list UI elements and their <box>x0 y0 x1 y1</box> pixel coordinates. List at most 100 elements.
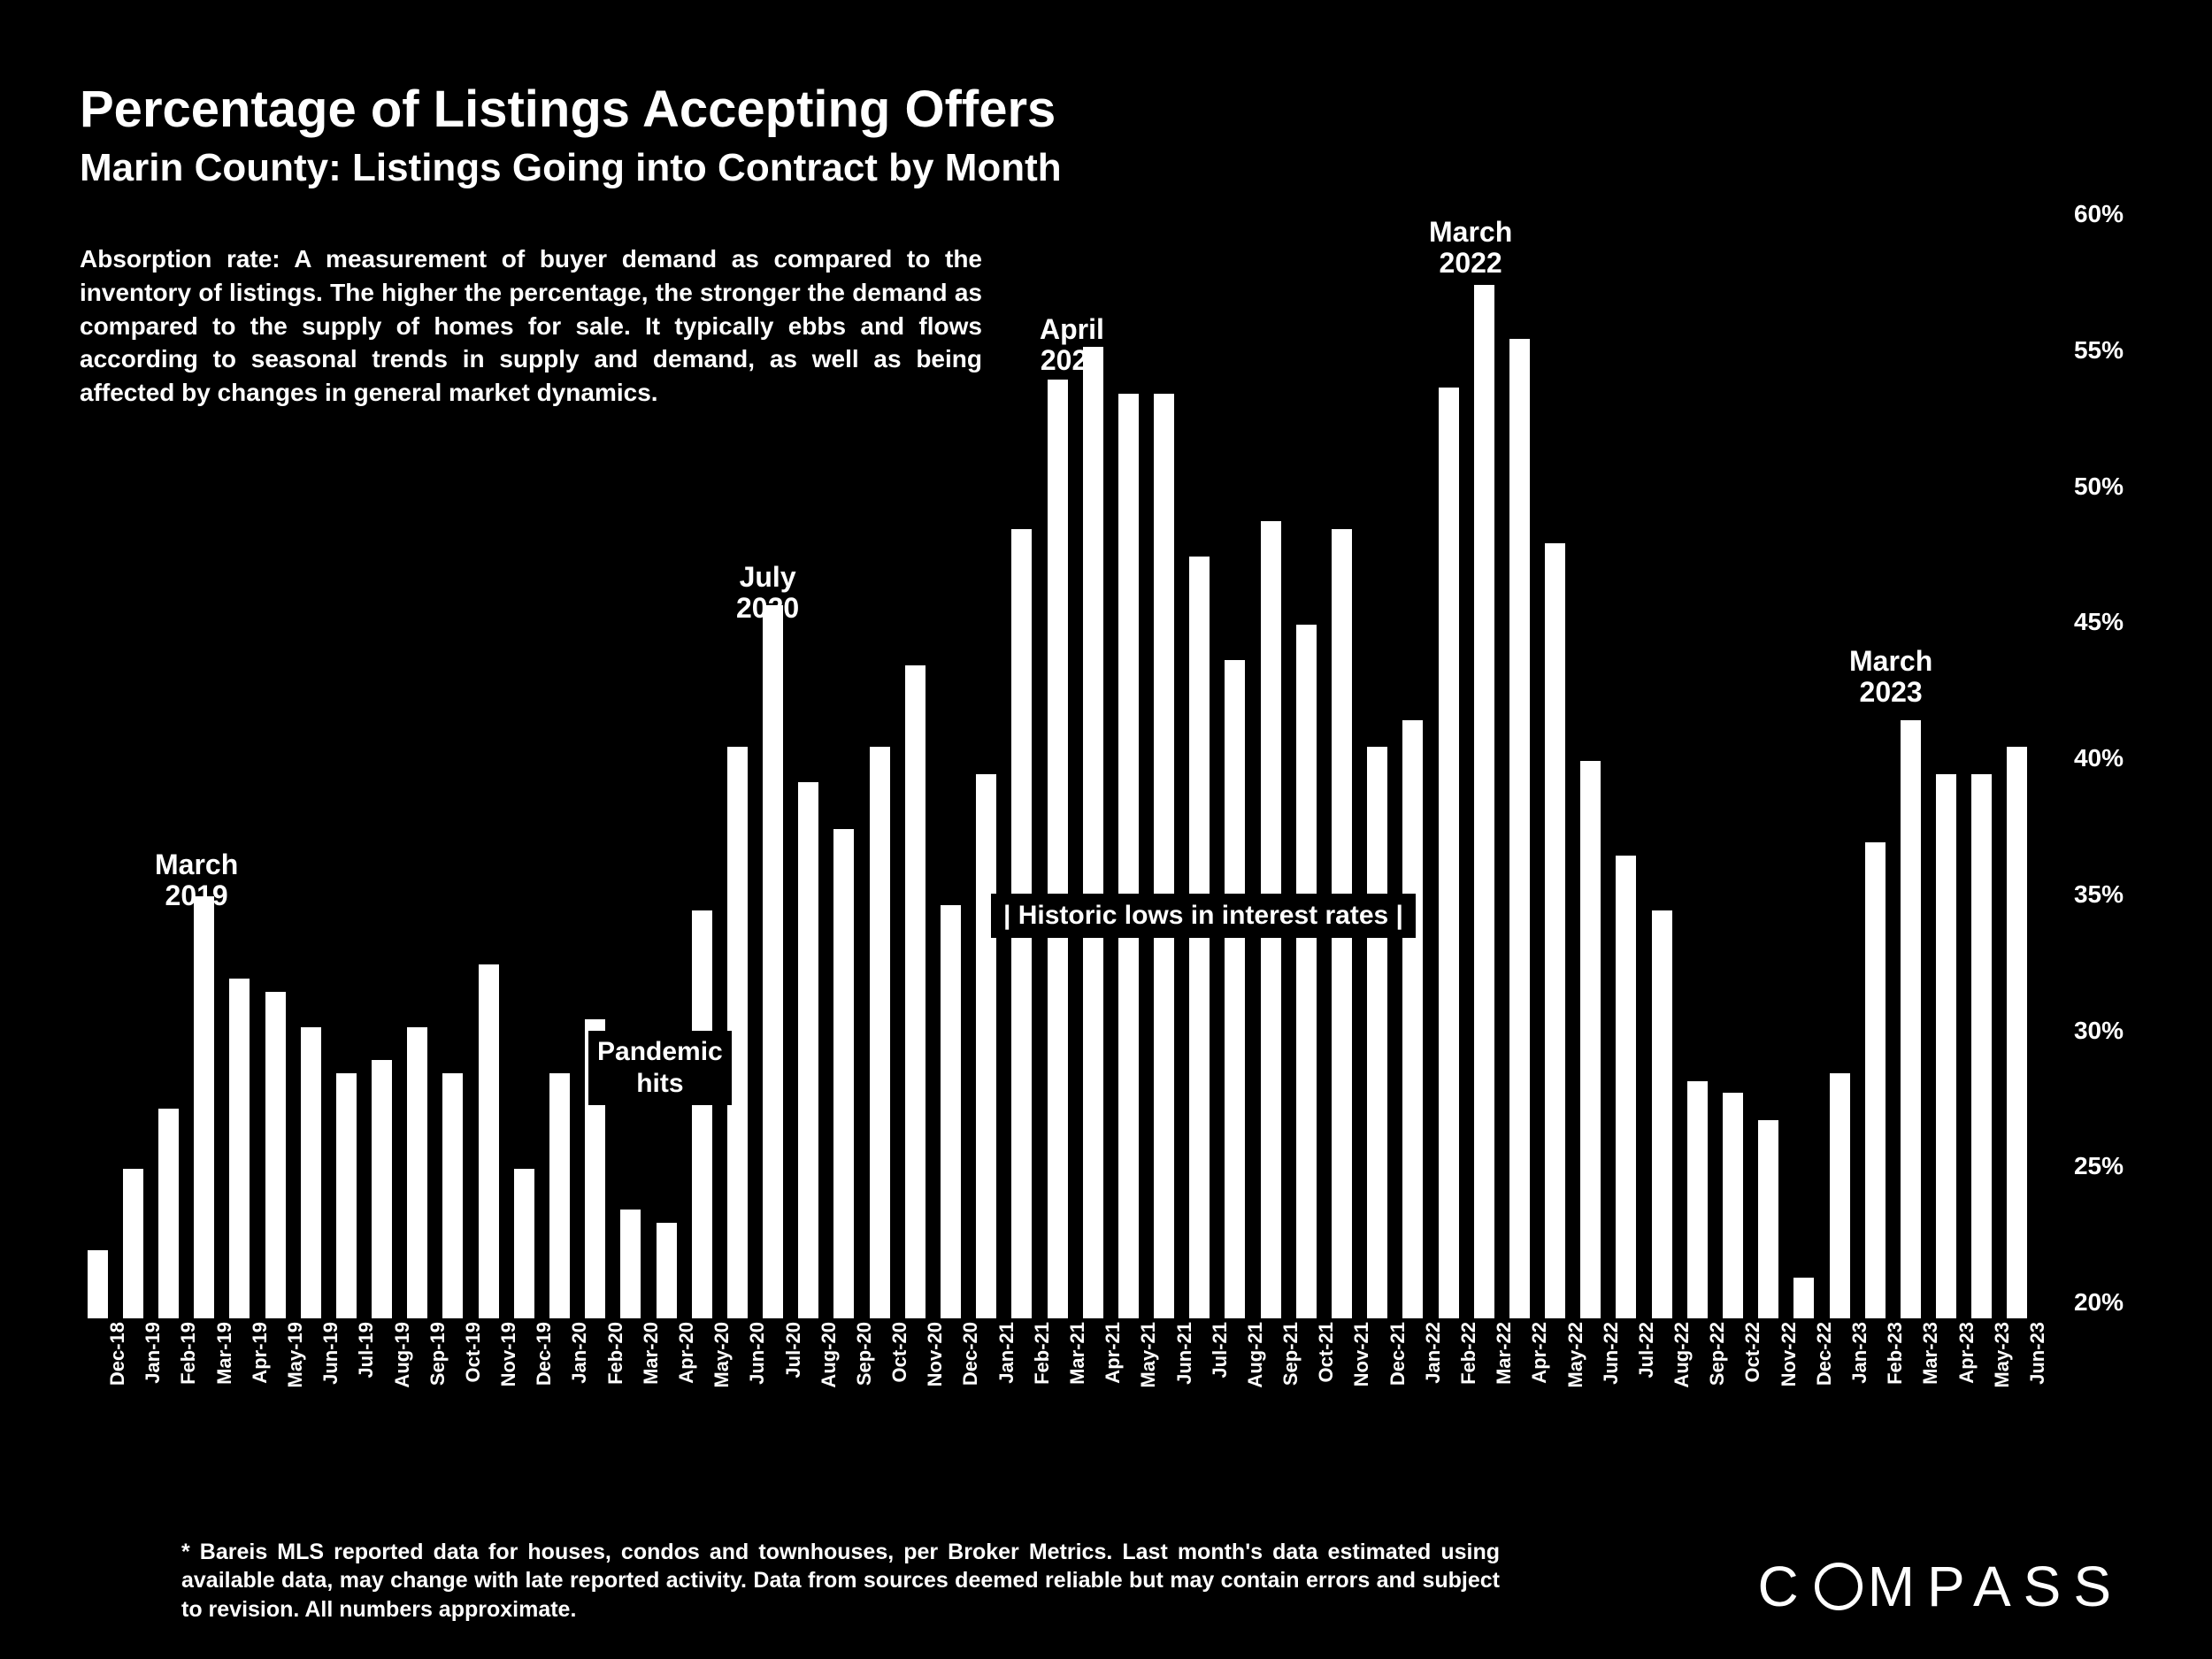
x-tick-label: Oct-19 <box>462 1322 485 1410</box>
y-axis: 20%25%30%35%40%45%50%55%60% <box>2035 230 2132 1318</box>
footnote-text: * Bareis MLS reported data for houses, c… <box>181 1538 1500 1624</box>
bar <box>1118 394 1139 1319</box>
x-axis-labels: Dec-18Jan-19Feb-19Mar-19Apr-19May-19Jun-… <box>80 1320 2035 1426</box>
x-tick-label: May-23 <box>1991 1322 2014 1410</box>
callout-line: hits <box>597 1068 723 1100</box>
bar <box>763 605 783 1318</box>
x-tick-label: Dec-21 <box>1386 1322 1409 1410</box>
x-tick-label: Dec-20 <box>959 1322 982 1410</box>
chart-title: Percentage of Listings Accepting Offers <box>80 80 2132 139</box>
x-tick-label: Jun-19 <box>319 1322 342 1410</box>
bar <box>372 1060 392 1318</box>
x-tick-label: Jan-21 <box>995 1322 1018 1410</box>
callout-line: April <box>1040 314 1104 345</box>
x-tick-label: Mar-20 <box>640 1322 663 1410</box>
bar <box>620 1210 641 1318</box>
x-tick-label: Jul-22 <box>1635 1322 1658 1410</box>
callout-march-2023: March 2023 <box>1849 646 1932 708</box>
bar <box>1723 1093 1743 1318</box>
x-tick-label: Mar-21 <box>1066 1322 1089 1410</box>
x-tick-label: Feb-20 <box>604 1322 627 1410</box>
x-tick-label: Apr-23 <box>1955 1322 1978 1410</box>
callout-pandemic: Pandemic hits <box>588 1031 732 1105</box>
bar <box>1048 380 1068 1318</box>
y-tick-label: 40% <box>2074 744 2124 772</box>
bar <box>1865 842 1886 1318</box>
callout-line: 2019 <box>155 880 238 911</box>
bar <box>941 905 961 1318</box>
bar <box>798 782 818 1318</box>
page-root: Percentage of Listings Accepting Offers … <box>0 0 2212 1659</box>
callout-line: 2020 <box>736 593 799 624</box>
bar <box>1793 1278 1814 1318</box>
x-tick-label: Feb-19 <box>177 1322 200 1410</box>
x-tick-label: Jan-19 <box>142 1322 165 1410</box>
x-tick-label: Apr-22 <box>1528 1322 1551 1410</box>
callout-historic-lows: | Historic lows in interest rates | <box>991 894 1416 938</box>
bar <box>88 1250 108 1318</box>
bar <box>692 910 712 1318</box>
y-tick-label: 60% <box>2074 200 2124 228</box>
x-tick-label: Feb-23 <box>1884 1322 1907 1410</box>
bar <box>1367 747 1387 1318</box>
chart-area: 20%25%30%35%40%45%50%55%60% Dec-18Jan-19… <box>80 230 2132 1398</box>
x-tick-label: Feb-21 <box>1031 1322 1054 1410</box>
bar <box>976 774 996 1318</box>
callout-line: March <box>1429 217 1512 248</box>
bar <box>1616 856 1636 1318</box>
x-tick-label: Aug-21 <box>1244 1322 1267 1410</box>
callout-march-2022: March 2022 <box>1429 217 1512 279</box>
callout-line: 2023 <box>1849 677 1932 708</box>
bar <box>1758 1120 1778 1318</box>
x-tick-label: May-19 <box>284 1322 307 1410</box>
y-tick-label: 30% <box>2074 1017 2124 1045</box>
x-tick-label: Apr-20 <box>675 1322 698 1410</box>
bar <box>1296 625 1317 1318</box>
bar <box>1225 660 1245 1318</box>
bar <box>514 1169 534 1318</box>
bar <box>158 1109 179 1318</box>
bar <box>229 979 250 1318</box>
bar <box>1971 774 1992 1318</box>
y-tick-label: 25% <box>2074 1152 2124 1180</box>
bar <box>1545 543 1565 1318</box>
x-tick-label: Dec-19 <box>533 1322 556 1410</box>
callout-line: 2021 <box>1040 345 1104 376</box>
x-tick-label: Jun-23 <box>2026 1322 2049 1410</box>
x-tick-label: Aug-20 <box>818 1322 841 1410</box>
bar <box>1901 720 1921 1319</box>
bar <box>442 1073 463 1318</box>
x-tick-label: Jan-20 <box>568 1322 591 1410</box>
x-tick-label: Sep-22 <box>1706 1322 1729 1410</box>
bar <box>1154 394 1174 1319</box>
y-tick-label: 35% <box>2074 880 2124 909</box>
x-tick-label: Apr-19 <box>249 1322 272 1410</box>
callout-line: 2022 <box>1429 248 1512 279</box>
callout-march-2019: March 2019 <box>155 849 238 911</box>
description-text: Absorption rate: A measurement of buyer … <box>80 242 982 410</box>
bar <box>1402 720 1423 1319</box>
x-tick-label: Jan-23 <box>1848 1322 1871 1410</box>
x-tick-label: Aug-19 <box>391 1322 414 1410</box>
x-tick-label: Nov-20 <box>924 1322 947 1410</box>
bar <box>905 665 926 1318</box>
x-tick-label: Jun-22 <box>1600 1322 1623 1410</box>
x-tick-label: Feb-22 <box>1457 1322 1480 1410</box>
compass-logo: C MPASS <box>1757 1554 2124 1619</box>
x-tick-label: Jun-21 <box>1173 1322 1196 1410</box>
y-tick-label: 50% <box>2074 472 2124 501</box>
x-tick-label: Sep-21 <box>1279 1322 1302 1410</box>
x-tick-label: Mar-23 <box>1919 1322 1942 1410</box>
bar <box>336 1073 357 1318</box>
bar <box>301 1027 321 1318</box>
bar <box>2007 747 2027 1318</box>
bar <box>123 1169 143 1318</box>
bar <box>1652 910 1672 1318</box>
bar <box>1936 774 1956 1318</box>
x-tick-label: Sep-20 <box>853 1322 876 1410</box>
bar <box>1474 285 1494 1319</box>
bar <box>194 896 214 1318</box>
bar <box>1580 761 1601 1318</box>
y-tick-label: 20% <box>2074 1288 2124 1317</box>
bar <box>479 964 499 1318</box>
